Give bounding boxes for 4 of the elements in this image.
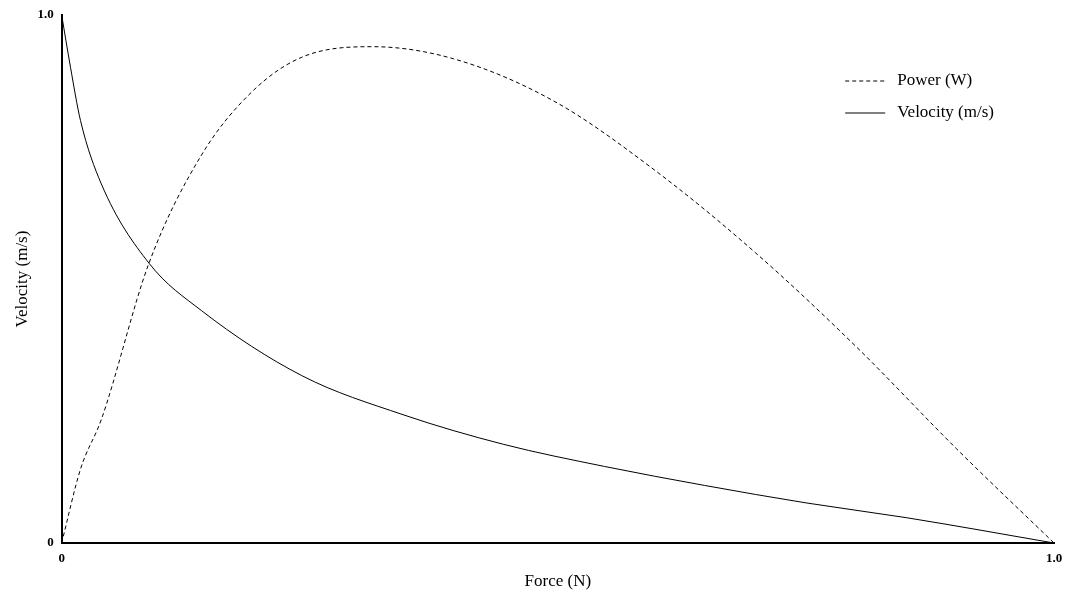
legend-label: Power (W)	[897, 70, 973, 90]
legend-label: Velocity (m/s)	[897, 102, 995, 122]
y-axis-title: Velocity (m/s)	[11, 230, 31, 328]
x-axis-title: Force (N)	[524, 571, 592, 591]
